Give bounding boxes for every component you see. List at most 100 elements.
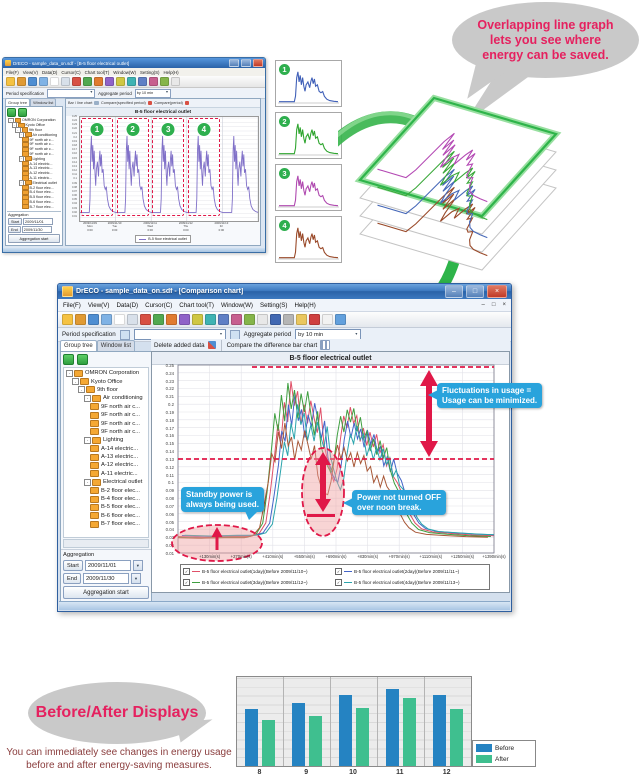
tree-item[interactable]: B-4 floor elec...: [65, 495, 147, 503]
menu-item[interactable]: View(V): [87, 301, 110, 309]
toolbar-icon[interactable]: [244, 314, 255, 325]
tree-item[interactable]: B-5 floor elec...: [7, 194, 61, 200]
legend-checkbox[interactable]: ✓: [183, 578, 190, 586]
start-date-field[interactable]: 2009/11/01: [84, 560, 131, 571]
toolbar-icon[interactable]: [105, 77, 114, 86]
tree-item[interactable]: B-2 floor elec...: [7, 184, 61, 191]
toolbar-icon[interactable]: [270, 314, 281, 325]
toolbar-icon[interactable]: [140, 314, 151, 325]
tree-item[interactable]: 9F north air c...: [65, 411, 147, 419]
expand-toggle[interactable]: -: [78, 386, 85, 394]
aggregation-start-button[interactable]: Aggregation start: [8, 234, 60, 243]
legend-item[interactable]: ✓ B-5 floor electrical outlet(2day)(Befor…: [335, 568, 487, 576]
tree-item[interactable]: - 9th floor: [65, 386, 147, 394]
tree-item[interactable]: - OMRON Corporation: [65, 369, 147, 377]
start-button[interactable]: Start: [8, 218, 23, 225]
tree-item[interactable]: A-11 electric...: [7, 175, 61, 181]
difference-bar-chart-icon[interactable]: [320, 340, 331, 350]
menu-item[interactable]: Setting(S): [139, 69, 160, 75]
compare-icon[interactable]: [184, 100, 190, 106]
tree-item[interactable]: - Kyoto Office: [65, 377, 147, 386]
toolbar-icon[interactable]: [160, 77, 169, 86]
close-button[interactable]: [253, 59, 263, 67]
aggregate-icon[interactable]: [229, 329, 240, 340]
tree-item[interactable]: - OMRON Corporation: [7, 118, 61, 124]
tree-item[interactable]: B-6 floor elec...: [7, 199, 61, 205]
menu-item[interactable]: File(F): [6, 69, 19, 75]
tree-item[interactable]: - Lighting: [65, 436, 147, 444]
legend-item[interactable]: ✓ B-5 floor electrical outlet(3day)(Befor…: [183, 578, 335, 586]
end-button[interactable]: End: [63, 573, 81, 584]
delete-added-data-label[interactable]: Delete added data: [154, 341, 205, 349]
toolbar-icon[interactable]: [205, 314, 216, 325]
tree-item[interactable]: 9F north air c...: [7, 151, 61, 157]
toolbar-icon[interactable]: [17, 77, 26, 86]
mdi-restore-icon[interactable]: □: [491, 302, 496, 308]
compare-icon[interactable]: [147, 100, 153, 106]
toolbar-icon[interactable]: [153, 314, 164, 325]
menu-item[interactable]: Window(W): [113, 69, 136, 75]
menu-item[interactable]: Cursor(C): [61, 69, 81, 75]
close-button[interactable]: ×: [487, 285, 507, 298]
toolbar-icon[interactable]: [28, 77, 37, 86]
toolbar-icon[interactable]: [39, 77, 48, 86]
legend-item[interactable]: ✓ B-5 floor electrical outlet(1day)(Befor…: [183, 568, 335, 576]
start-date-field[interactable]: 2009/11/01: [23, 218, 54, 225]
tab-window-list[interactable]: Window list: [96, 340, 136, 351]
end-date-field[interactable]: 2009/11/30: [21, 226, 52, 233]
expand-toggle[interactable]: -: [72, 378, 79, 386]
tree-item[interactable]: - Electrical outlet: [7, 180, 61, 186]
daily-thumbnail[interactable]: 3: [275, 164, 342, 211]
bar-line-chart-label[interactable]: Bar / line chart: [68, 101, 93, 105]
toolbar-icon[interactable]: [75, 314, 86, 325]
expand-toggle[interactable]: -: [15, 127, 21, 133]
toolbar-icon[interactable]: [61, 77, 70, 86]
date-spinner[interactable]: ▼: [132, 560, 143, 571]
calendar-icon[interactable]: [119, 329, 130, 340]
tree-item[interactable]: - Air conditioning: [7, 132, 61, 138]
daily-thumbnail[interactable]: 2: [275, 112, 342, 159]
expand-toggle[interactable]: -: [18, 180, 24, 186]
menu-item[interactable]: Cursor(C): [145, 301, 173, 309]
toolbar-icon[interactable]: [149, 77, 158, 86]
legend-checkbox[interactable]: ✓: [335, 568, 342, 576]
expand-toggle[interactable]: -: [8, 118, 14, 124]
toolbar-icon[interactable]: [231, 314, 242, 325]
mdi-minimize-icon[interactable]: –: [481, 302, 485, 308]
toolbar-icon[interactable]: [94, 77, 103, 86]
mdi-close-icon[interactable]: ×: [502, 302, 506, 308]
title-bar[interactable]: DrECO - sample_data_on.sdf - [Comparison…: [58, 284, 511, 299]
tree-item[interactable]: 9F north air c...: [7, 141, 61, 147]
toolbar-icon[interactable]: [83, 77, 92, 86]
tree-item[interactable]: B-6 floor elec...: [65, 512, 147, 520]
toolbar-icon[interactable]: [309, 314, 320, 325]
horizontal-scrollbar[interactable]: [63, 539, 149, 548]
toolbar-icon[interactable]: [88, 314, 99, 325]
tree-item[interactable]: B-7 floor elec...: [7, 204, 61, 210]
collapse-all-button[interactable]: [18, 108, 27, 117]
daily-thumbnail[interactable]: 4: [275, 216, 342, 263]
toolbar-icon[interactable]: [6, 77, 15, 86]
minimize-button[interactable]: –: [445, 285, 463, 298]
tree-item[interactable]: B-7 floor elec...: [65, 520, 147, 528]
menu-item[interactable]: Window(W): [221, 301, 253, 309]
expand-toggle[interactable]: -: [18, 156, 24, 162]
tree-item[interactable]: - 9th floor: [7, 127, 61, 133]
toolbar-icon[interactable]: [218, 314, 229, 325]
tree-item[interactable]: - Electrical outlet: [65, 478, 147, 486]
toolbar-icon[interactable]: [257, 314, 268, 325]
tree-item[interactable]: 9F north air c...: [65, 403, 147, 411]
maximize-button[interactable]: [241, 59, 251, 67]
menu-item[interactable]: Data(D): [41, 69, 58, 75]
tree-item[interactable]: A-13 electric...: [65, 453, 147, 461]
end-button[interactable]: End: [8, 226, 21, 233]
tree-item[interactable]: B-2 floor elec...: [65, 486, 147, 495]
compare-specified-period-label[interactable]: Compare(specified period): [100, 101, 146, 105]
daily-thumbnail[interactable]: 1: [275, 60, 342, 107]
expand-toggle[interactable]: -: [66, 369, 73, 377]
tree-item[interactable]: B-4 floor elec...: [7, 189, 61, 195]
aggregate-period-combobox[interactable]: by 10 min ▼: [134, 88, 171, 98]
expand-toggle[interactable]: -: [11, 122, 17, 128]
legend-checkbox[interactable]: ✓: [183, 568, 190, 576]
end-date-field[interactable]: 2009/11/30: [82, 573, 129, 584]
